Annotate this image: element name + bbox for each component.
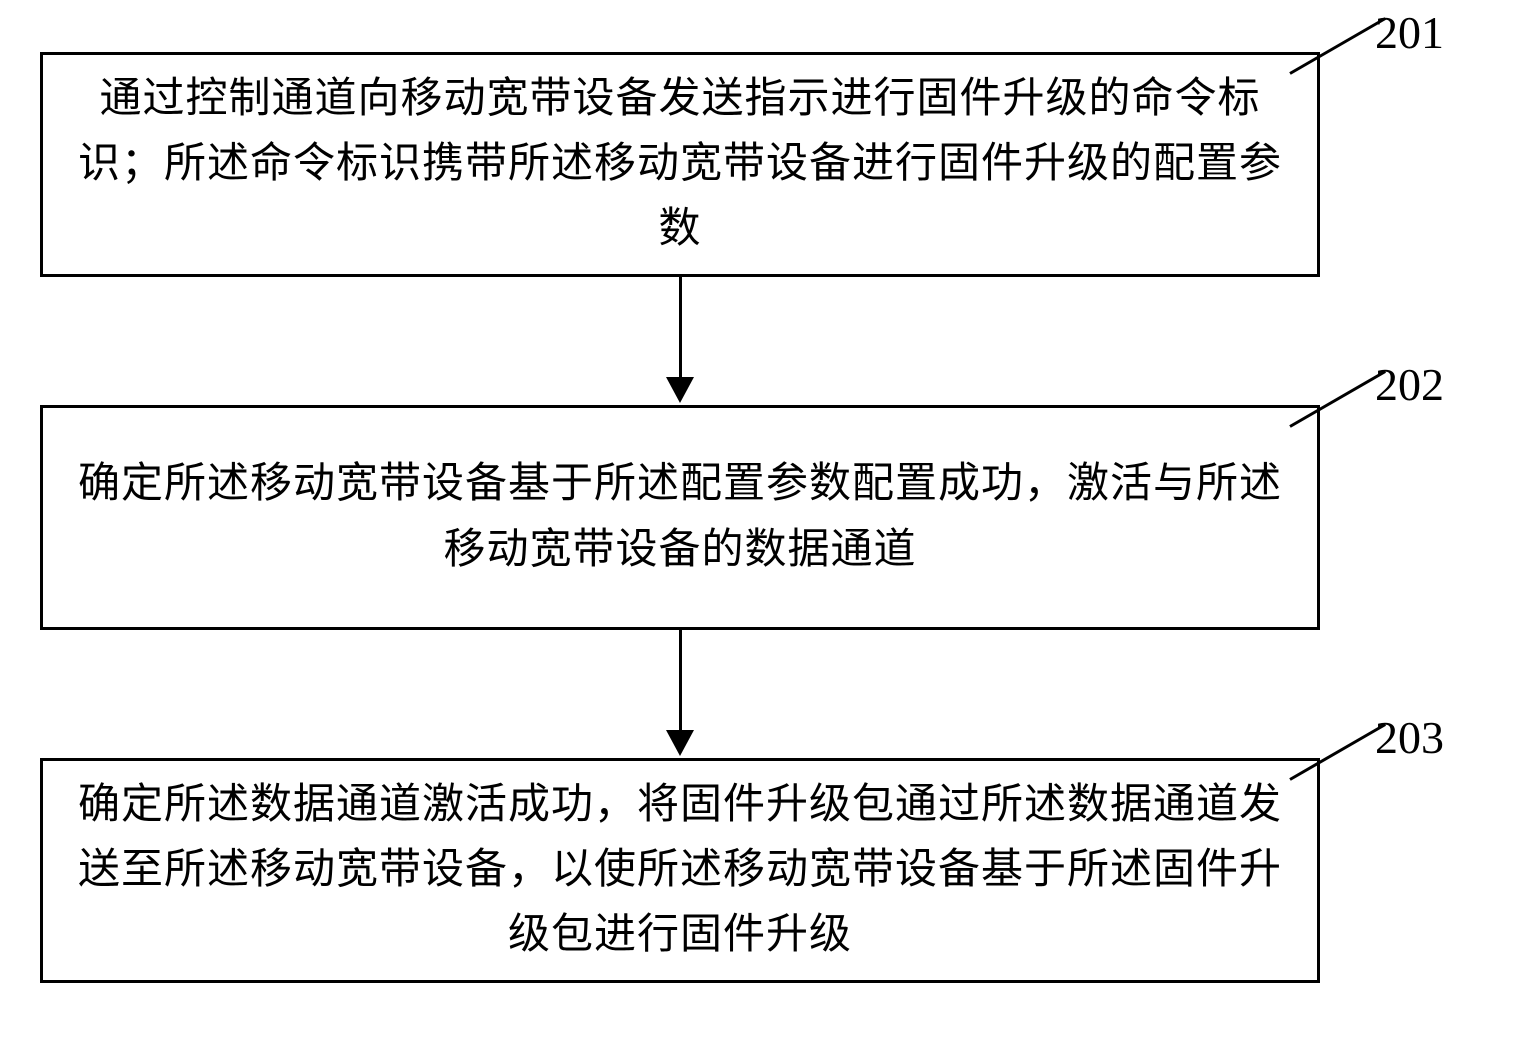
arrow-202-203-head xyxy=(666,730,694,756)
flow-step-203-label: 203 xyxy=(1375,711,1444,764)
flow-step-202-leader xyxy=(1289,370,1386,428)
arrow-201-202-line xyxy=(679,277,682,377)
flow-step-201-label: 201 xyxy=(1375,6,1444,59)
flow-step-201-leader xyxy=(1289,17,1386,75)
arrow-202-203-line xyxy=(679,630,682,730)
flow-step-202-text: 确定所述移动宽带设备基于所述配置参数配置成功，激活与所述移动宽带设备的数据通道 xyxy=(73,452,1287,582)
flow-step-203-leader xyxy=(1289,723,1386,781)
flow-step-202-label: 202 xyxy=(1375,358,1444,411)
flow-step-201-box: 通过控制通道向移动宽带设备发送指示进行固件升级的命令标识；所述命令标识携带所述移… xyxy=(40,52,1320,277)
flow-step-203-text: 确定所述数据通道激活成功，将固件升级包通过所述数据通道发送至所述移动宽带设备，以… xyxy=(73,773,1287,968)
flow-step-203-box: 确定所述数据通道激活成功，将固件升级包通过所述数据通道发送至所述移动宽带设备，以… xyxy=(40,758,1320,983)
flowchart-canvas: 通过控制通道向移动宽带设备发送指示进行固件升级的命令标识；所述命令标识携带所述移… xyxy=(0,0,1517,1055)
arrow-201-202-head xyxy=(666,377,694,403)
flow-step-202-box: 确定所述移动宽带设备基于所述配置参数配置成功，激活与所述移动宽带设备的数据通道 xyxy=(40,405,1320,630)
flow-step-201-text: 通过控制通道向移动宽带设备发送指示进行固件升级的命令标识；所述命令标识携带所述移… xyxy=(73,67,1287,262)
